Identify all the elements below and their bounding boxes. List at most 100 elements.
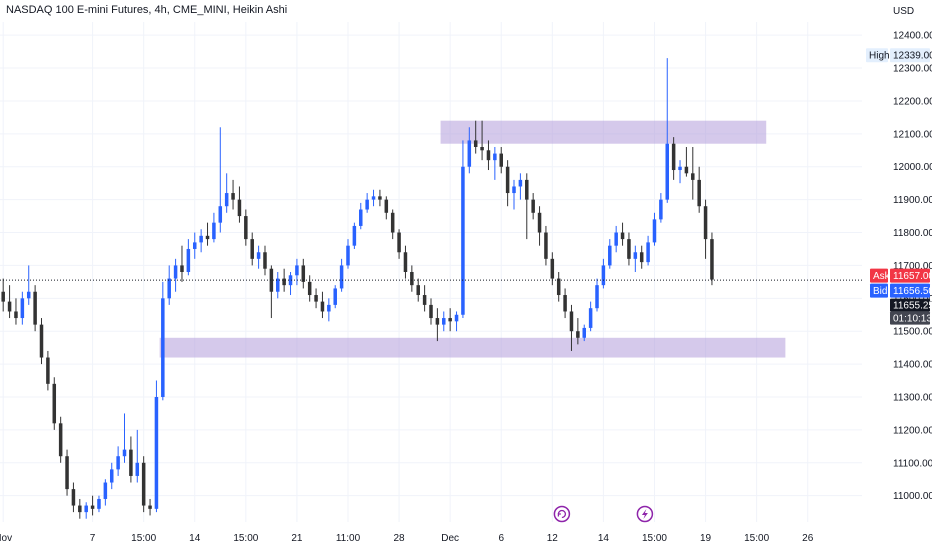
candle-48 [307, 275, 312, 302]
candle-body-111 [710, 239, 714, 280]
candle-body-65 [416, 285, 420, 296]
candle-34 [218, 127, 223, 233]
high-value-tag-text: 12339.00 [893, 51, 932, 62]
candle-body-77 [493, 153, 497, 161]
candle-body-53 [339, 265, 344, 289]
candle-body-68 [435, 318, 440, 325]
event-markers[interactable] [553, 505, 654, 523]
candle-58 [371, 189, 376, 207]
x-axis[interactable]: Nov 7 15:00 14 15:00 21 11:00 28 Dec 6 12 14 15:00 19… [0, 533, 814, 544]
candle-body-55 [352, 225, 357, 246]
candle-body-75 [480, 147, 484, 151]
y-tick-label: 11000.00 [893, 491, 932, 502]
candle-body-15 [97, 498, 101, 509]
candle-body-52 [333, 288, 337, 305]
candle-body-42 [269, 268, 274, 292]
candle-100 [639, 245, 644, 269]
candle-104 [665, 58, 670, 203]
candle-15 [97, 495, 101, 513]
candle-body-24 [154, 397, 159, 509]
candle-2 [14, 298, 18, 325]
candle-20 [129, 436, 133, 483]
price-tags: High 12339.00 Ask 11657.00 Bid 11656.50 11655.… [866, 48, 932, 325]
candle-body-102 [652, 219, 657, 243]
candle-body-89 [569, 311, 574, 332]
candle-5 [33, 285, 37, 332]
candle-body-106 [678, 166, 682, 171]
x-tick-label: 15:00 [233, 533, 258, 544]
lightning-icon[interactable] [636, 505, 654, 523]
candle-body-39 [250, 239, 254, 259]
candle-body-101 [646, 242, 650, 263]
candle-body-29 [186, 248, 191, 272]
x-tick-label: Dec [441, 533, 459, 544]
y-tick-label: 11800.00 [893, 228, 932, 239]
candle-body-28 [180, 265, 184, 272]
candle-body-73 [467, 140, 472, 167]
candle-body-90 [576, 331, 580, 338]
candle-16 [103, 479, 108, 506]
candle-37 [237, 186, 242, 223]
x-tick-label: 14 [189, 533, 201, 544]
candle-body-83 [531, 199, 535, 213]
candle-84 [537, 206, 542, 246]
candle-25 [161, 281, 165, 401]
candle-101 [646, 235, 650, 266]
zone-0[interactable] [440, 120, 767, 144]
candle-body-61 [390, 212, 395, 233]
candle-39 [250, 232, 254, 266]
x-tick-label: 19 [700, 533, 712, 544]
candle-body-105 [671, 143, 676, 171]
candle-22 [141, 456, 146, 513]
y-tick-label: 12200.00 [893, 96, 932, 107]
candle-109 [697, 166, 701, 213]
candle-14 [90, 495, 95, 516]
candle-body-80 [512, 186, 516, 194]
candle-body-57 [365, 199, 369, 210]
recurring-arrow [557, 513, 561, 517]
candle-body-87 [556, 278, 561, 296]
candle-body-103 [659, 199, 663, 220]
zone-1[interactable] [159, 337, 786, 358]
candle-38 [244, 209, 248, 246]
candle-91 [582, 324, 587, 342]
candle-body-27 [173, 265, 178, 279]
candle-45 [288, 272, 293, 296]
candle-56 [359, 202, 363, 230]
candle-body-54 [346, 245, 350, 266]
candle-72 [461, 140, 465, 319]
candle-47 [301, 258, 306, 289]
candle-55 [352, 222, 357, 249]
candle-21 [135, 429, 140, 483]
candle-110 [703, 199, 708, 259]
candle-body-14 [90, 505, 95, 509]
y-tick-label: 11900.00 [893, 195, 932, 206]
candle-62 [397, 229, 401, 259]
y-tick-label: 12000.00 [893, 162, 932, 173]
candle-body-100 [639, 252, 644, 263]
candle-65 [416, 278, 420, 302]
candle-3 [20, 291, 25, 325]
y-tick-label: 11400.00 [893, 360, 932, 371]
candle-8 [52, 377, 57, 430]
candle-body-78 [499, 153, 503, 167]
candle-13 [84, 502, 88, 519]
candle-40 [256, 245, 261, 269]
candle-body-32 [205, 235, 210, 240]
candle-27 [173, 258, 178, 292]
candle-body-108 [691, 173, 695, 180]
candle-body-93 [595, 285, 599, 309]
countdown-tag-bg [890, 311, 930, 325]
candle-1 [7, 285, 12, 319]
y-axis[interactable]: USD 11000.00 11100.00 11200.00 11300.00 11400… [893, 6, 932, 502]
recurring-icon[interactable] [553, 505, 571, 523]
candle-46 [295, 258, 299, 286]
candle-body-79 [505, 166, 510, 194]
candle-105 [671, 137, 676, 180]
y-tick-label: 12300.00 [893, 64, 932, 75]
candle-body-31 [199, 235, 203, 243]
candle-body-92 [588, 308, 593, 328]
candle-body-109 [697, 179, 701, 207]
candle-body-11 [71, 489, 76, 506]
